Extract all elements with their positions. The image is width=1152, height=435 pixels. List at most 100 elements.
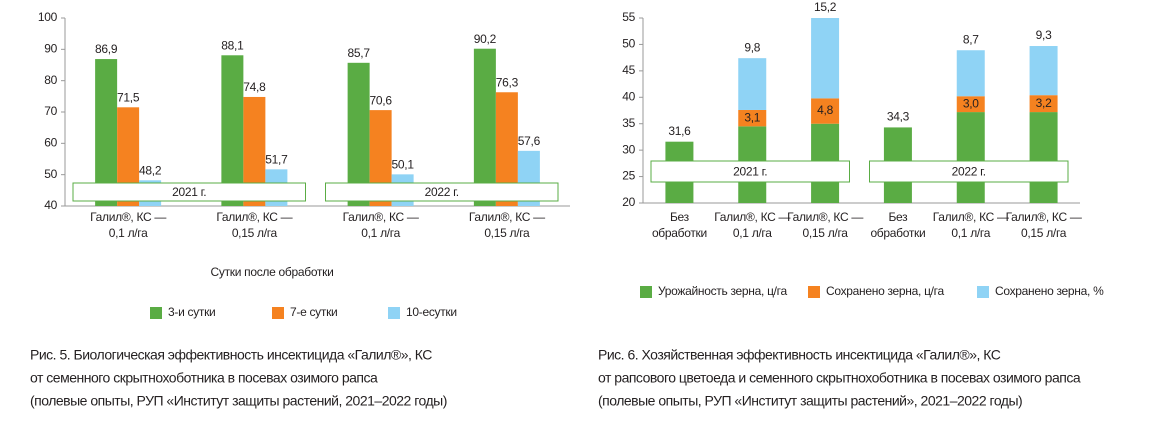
legend-swatch <box>272 307 284 319</box>
value-label: 50,1 <box>392 158 415 172</box>
x-tick-label: обработки <box>870 226 925 240</box>
value-label: 71,5 <box>117 90 140 104</box>
group-box <box>325 182 559 202</box>
bar-segment <box>956 96 985 113</box>
x-tick-label: 0,15 л/га <box>484 226 530 240</box>
x-tick-label: 0,1 л/га <box>109 226 148 240</box>
group-label: 2021 г. <box>733 165 767 179</box>
y-tick-label: 25 <box>622 169 635 183</box>
group-box <box>72 182 306 202</box>
group-label: 2022 г. <box>952 165 986 179</box>
legend-label: Сохранено зерна, ц/га <box>826 284 944 298</box>
x-tick-label: 0,1 л/га <box>361 226 400 240</box>
bar <box>369 110 392 206</box>
x-tick-label: Галил®, КС — <box>714 210 790 224</box>
y-tick-label: 50 <box>44 167 57 181</box>
caption: Рис. 5. Биологическая эффективность инсе… <box>30 347 432 363</box>
x-tick-label: 0,15 л/га <box>232 226 278 240</box>
y-tick-label: 20 <box>622 195 635 209</box>
legend-label: 7-е сутки <box>290 305 337 319</box>
caption: от семенного скрытнохоботника в посевах … <box>30 370 378 386</box>
x-tick-label: Без <box>670 210 690 224</box>
legend-label: Урожайность зерна, ц/га <box>658 284 787 298</box>
legend-label: 3-и сутки <box>168 305 215 319</box>
value-label: 90,2 <box>474 32 497 46</box>
value-label: 57,6 <box>518 134 541 148</box>
x-tick-label: Галил®, КС — <box>90 210 166 224</box>
value-label: 4,8 <box>817 103 833 117</box>
y-tick-label: 40 <box>622 89 635 103</box>
y-tick-label: 55 <box>622 10 635 24</box>
value-label: 70,6 <box>370 93 393 107</box>
caption: Рис. 6. Хозяйственная эффективность инсе… <box>598 347 1001 363</box>
x-tick-label: 0,1 л/га <box>733 226 772 240</box>
legend-swatch <box>640 286 652 298</box>
y-tick-label: 45 <box>622 63 635 77</box>
value-label: 3,1 <box>744 110 760 124</box>
bar-segment <box>1029 112 1058 203</box>
bar <box>243 96 266 206</box>
x-tick-label: 0,15 л/га <box>1021 226 1067 240</box>
y-tick-label: 50 <box>622 37 635 51</box>
value-label: 3,0 <box>963 96 979 110</box>
x-tick-label: Галил®, КС — <box>343 210 419 224</box>
y-tick-label: 60 <box>44 136 57 150</box>
value-label: 88,1 <box>221 38 244 52</box>
x-tick-label: Галил®, КС — <box>1006 210 1082 224</box>
x-tick-label: Без <box>888 210 908 224</box>
group-box <box>650 160 850 183</box>
x-tick-label: Галил®, КС — <box>787 210 863 224</box>
bar-segment <box>1029 95 1058 113</box>
caption: (полевые опыты, РУП «Институт защиты рас… <box>598 393 1022 409</box>
value-label: 48,2 <box>139 163 162 177</box>
legend-label: Сохранено зерна, % <box>995 284 1104 298</box>
x-tick-label: Галил®, КС — <box>216 210 292 224</box>
bar-segment <box>1029 46 1058 96</box>
y-tick-label: 100 <box>38 10 58 24</box>
bar <box>473 48 496 206</box>
value-label: 86,9 <box>95 42 118 56</box>
x-tick-label: Галил®, КС — <box>933 210 1009 224</box>
legend-swatch <box>977 286 989 298</box>
legend-label: 10-есутки <box>406 305 457 319</box>
x-tick-label: Галил®, КС — <box>469 210 545 224</box>
legend-swatch <box>150 307 162 319</box>
bar-segment <box>811 98 840 124</box>
group-label: 2021 г. <box>172 185 206 199</box>
y-tick-label: 80 <box>44 73 57 87</box>
legend-swatch <box>388 307 400 319</box>
value-label: 34,3 <box>887 110 910 124</box>
bar-segment <box>956 112 985 203</box>
bar-segment <box>956 50 985 97</box>
bar <box>221 55 244 206</box>
bar <box>95 59 118 207</box>
value-label: 9,3 <box>1036 28 1052 42</box>
value-label: 3,2 <box>1036 96 1052 110</box>
legend-swatch <box>808 286 820 298</box>
caption: (полевые опыты, РУП «Институт защиты рас… <box>30 393 447 409</box>
y-tick-label: 90 <box>44 42 57 56</box>
bar <box>117 107 140 206</box>
bar-segment <box>738 109 767 127</box>
group-box <box>869 160 1069 183</box>
value-label: 8,7 <box>963 32 979 46</box>
value-label: 31,6 <box>668 124 691 138</box>
value-label: 15,2 <box>814 0 837 14</box>
x-axis-label: Сутки после обработки <box>211 265 334 279</box>
group-label: 2022 г. <box>425 185 459 199</box>
y-tick-label: 70 <box>44 104 57 118</box>
value-label: 9,8 <box>744 40 760 54</box>
value-label: 76,3 <box>496 75 519 89</box>
x-tick-label: 0,1 л/га <box>951 226 990 240</box>
value-label: 51,7 <box>265 153 288 167</box>
bar <box>347 62 370 206</box>
y-tick-label: 30 <box>622 142 635 156</box>
value-label: 85,7 <box>348 46 371 60</box>
x-tick-label: обработки <box>652 226 707 240</box>
y-tick-label: 35 <box>622 116 635 130</box>
bar <box>495 92 518 206</box>
value-label: 74,8 <box>243 80 266 94</box>
bar-segment <box>811 18 840 99</box>
bar-segment <box>738 58 767 110</box>
caption: от рапсового цветоеда и семенного скрытн… <box>598 370 1081 386</box>
